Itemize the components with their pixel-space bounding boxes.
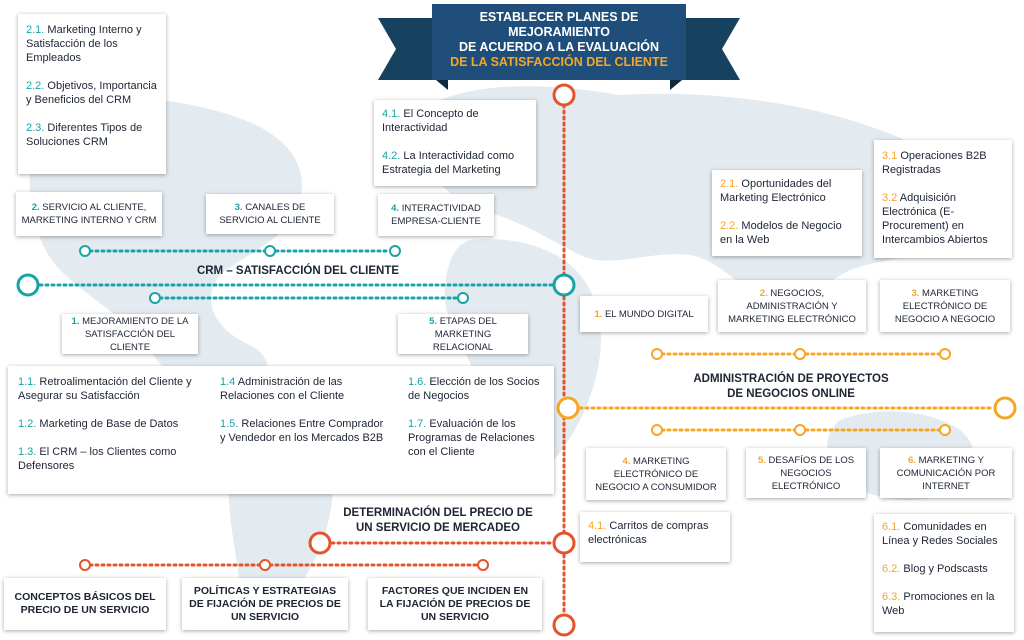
crm-topic-3-label: 3. Canales de servicio al cliente	[206, 194, 334, 234]
admin-section-title: ADMINISTRACIÓN DE PROYECTOS DE NEGOCIOS …	[676, 372, 906, 402]
crm-node-3	[264, 245, 276, 257]
list-item: 2.3. Diferentes Tipos de Soluciones CRM	[26, 122, 143, 148]
admin-node-5	[794, 424, 806, 436]
list-item: 6.2. Blog y Podscasts	[882, 563, 988, 575]
admin-node-1	[651, 348, 663, 360]
list-item: 1.4 Administración de las Relaciones con…	[220, 376, 345, 402]
list-item: 2.2. Modelos de Negocio en la Web	[720, 220, 842, 246]
list-item: 1.7. Evaluación de los Programas de Rela…	[408, 418, 535, 458]
title-banner	[378, 4, 740, 90]
crm-col-3: 1.6. Elección de los Socios de Negocios …	[408, 375, 548, 459]
crm-node-2	[79, 245, 91, 257]
admin-subtopics-6-box: 6.1. Comunidades en Línea y Redes Social…	[874, 514, 1014, 632]
crm-topic-5-label: 5. Etapas del marketing relacional	[398, 314, 528, 354]
crm-subtopics-1-box: 1.1. Retroalimentación del Cliente y Ase…	[8, 366, 554, 494]
admin-title-line-2: DE NEGOCIOS ONLINE	[727, 388, 855, 400]
precio-topic-3-box: FACTORES QUE INCIDEN EN LA FIJACIÓN DE P…	[368, 578, 542, 630]
central-node-crm	[552, 273, 576, 297]
central-node-bottom	[552, 613, 576, 637]
admin-subtopics-4-box: 4.1. Carritos de compras electrónicas	[580, 512, 730, 562]
crm-section-title: CRM – SATISFACCIÓN DEL CLIENTE	[196, 265, 400, 277]
precio-title-line-2: UN SERVICIO DE MERCADEO	[355, 522, 520, 534]
list-item: 1.1. Retroalimentación del Cliente y Ase…	[18, 376, 192, 402]
precio-end-node	[308, 531, 332, 555]
crm-topic-2-label: 2. Servicio al cliente, marketing intern…	[16, 192, 162, 236]
crm-col-2: 1.4 Administración de las Relaciones con…	[220, 375, 388, 445]
list-item: 1.6. Elección de los Socios de Negocios	[408, 376, 540, 402]
list-item: 1.5. Relaciones Entre Comprador y Vended…	[220, 418, 384, 444]
crm-topic-4-label: 4. Interactividad empresa-cliente	[378, 194, 494, 236]
admin-subtopics-3-box: 3.1 Operaciones B2B Registradas 3.2 Adqu…	[874, 140, 1012, 258]
crm-col-1: 1.1. Retroalimentación del Cliente y Ase…	[18, 375, 206, 473]
admin-node-3	[939, 348, 951, 360]
list-item: 2.1. Marketing Interno y Satisfacción de…	[26, 24, 142, 64]
central-node-admin	[556, 396, 580, 420]
central-node-precio	[552, 531, 576, 555]
admin-topic-5-label: 5. Desafíos de los negocios electrónico	[746, 448, 866, 498]
admin-node-4	[651, 424, 663, 436]
crm-subtopics-4-box: 4.1. El Concepto de Interactividad 4.2. …	[374, 100, 536, 186]
admin-title-line-1: ADMINISTRACIÓN DE PROYECTOS	[693, 373, 889, 385]
precio-topic-1-box: CONCEPTOS BÁSICOS DEL PRECIO DE UN SERVI…	[4, 578, 166, 630]
admin-topic-2-label: 2. Negocios, administración y marketing …	[718, 280, 866, 332]
admin-node-2	[794, 348, 806, 360]
admin-end-node	[993, 396, 1017, 420]
crm-subtopics-2-box: 2.1. Marketing Interno y Satisfacción de…	[18, 14, 166, 174]
admin-topic-3-label: 3. Marketing electrónico de negocio a ne…	[880, 280, 1010, 332]
banner-line-1: ESTABLECER PLANES DE MEJORAMIENTO	[479, 10, 639, 39]
admin-subtopics-2-box: 2.1. Oportunidades del Marketing Electró…	[712, 170, 862, 256]
precio-node-1	[79, 559, 91, 571]
banner-text: ESTABLECER PLANES DE MEJORAMIENTO DE ACU…	[432, 10, 686, 70]
precio-node-2	[259, 559, 271, 571]
central-node-top	[552, 83, 576, 107]
list-item: 4.1. El Concepto de Interactividad	[382, 108, 479, 134]
list-item: 4.2. La Interactividad como Estrategia d…	[382, 150, 515, 176]
admin-topic-6-label: 6. Marketing y comunicación por internet	[880, 448, 1012, 498]
crm-node-5	[457, 292, 469, 304]
list-item: 6.1. Comunidades en Línea y Redes Social…	[882, 521, 998, 547]
list-item: 6.3. Promociones en la Web	[882, 591, 995, 617]
list-item: 1.2. Marketing de Base de Datos	[18, 418, 179, 430]
list-item: 3.1 Operaciones B2B Registradas	[882, 150, 987, 176]
list-item: 4.1. Carritos de compras electrónicas	[588, 520, 709, 546]
crm-topic-1-label: 1. Mejoramiento de la satisfacción del c…	[62, 314, 198, 354]
precio-title-line-1: DETERMINACIÓN DEL PRECIO DE	[343, 507, 533, 519]
list-item: 2.1. Oportunidades del Marketing Electró…	[720, 178, 832, 204]
admin-topic-1-label: 1. El mundo digital	[580, 296, 708, 332]
list-item: 2.2. Objetivos, Importancia y Beneficios…	[26, 80, 157, 106]
banner-line-2: DE ACUERDO A LA EVALUACIÓN	[459, 40, 659, 54]
admin-topic-4-label: 4. Marketing electrónico de negocio a co…	[586, 448, 726, 500]
crm-node-1	[149, 292, 161, 304]
crm-end-node	[16, 273, 40, 297]
crm-node-4	[389, 245, 401, 257]
list-item: 3.2 Adquisición Electrónica (E-Procureme…	[882, 192, 988, 246]
banner-line-3: DE LA SATISFACCIÓN DEL CLIENTE	[450, 55, 668, 69]
precio-section-title: DETERMINACIÓN DEL PRECIO DE UN SERVICIO …	[332, 506, 544, 536]
precio-topic-2-box: POLÍTICAS Y ESTRATEGIAS DE FIJACIÓN DE P…	[182, 578, 348, 630]
admin-node-6	[939, 424, 951, 436]
precio-node-3	[477, 559, 489, 571]
list-item: 1.3. El CRM – los Clientes como Defensor…	[18, 446, 177, 472]
